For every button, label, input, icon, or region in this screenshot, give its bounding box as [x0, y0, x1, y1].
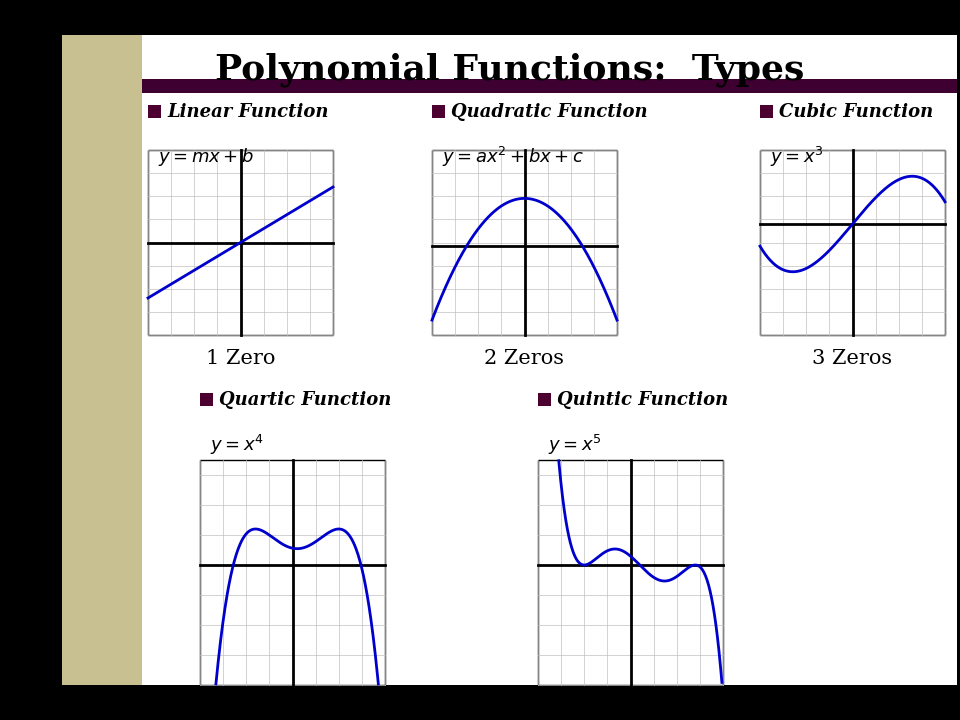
Text: Quadratic Function: Quadratic Function — [451, 103, 648, 121]
Bar — [200, 460, 385, 685]
Bar — [538, 460, 723, 685]
Text: $y = x^4$: $y = x^4$ — [210, 433, 264, 457]
Bar — [62, 35, 142, 685]
Bar — [432, 105, 445, 118]
Bar — [760, 150, 945, 335]
Text: $y = mx + b$: $y = mx + b$ — [158, 146, 254, 168]
Bar — [760, 105, 773, 118]
Bar — [538, 393, 551, 406]
Text: Cubic Function: Cubic Function — [779, 103, 933, 121]
Bar — [148, 150, 333, 335]
Bar — [142, 79, 957, 93]
Text: Quintic Function: Quintic Function — [557, 391, 729, 409]
Text: $y = ax^2 + bx + c$: $y = ax^2 + bx + c$ — [442, 145, 584, 169]
Text: 1 Zero: 1 Zero — [205, 348, 276, 367]
Text: 3 Zeros: 3 Zeros — [812, 348, 893, 367]
Text: Linear Function: Linear Function — [167, 103, 328, 121]
Text: Polynomial Functions:  Types: Polynomial Functions: Types — [215, 53, 804, 87]
Text: $y = x^3$: $y = x^3$ — [770, 145, 824, 169]
Bar — [148, 105, 161, 118]
Text: $y = x^5$: $y = x^5$ — [548, 433, 602, 457]
Text: 2 Zeros: 2 Zeros — [485, 348, 564, 367]
Text: Quartic Function: Quartic Function — [219, 391, 392, 409]
Bar — [200, 393, 213, 406]
Bar — [432, 150, 617, 335]
